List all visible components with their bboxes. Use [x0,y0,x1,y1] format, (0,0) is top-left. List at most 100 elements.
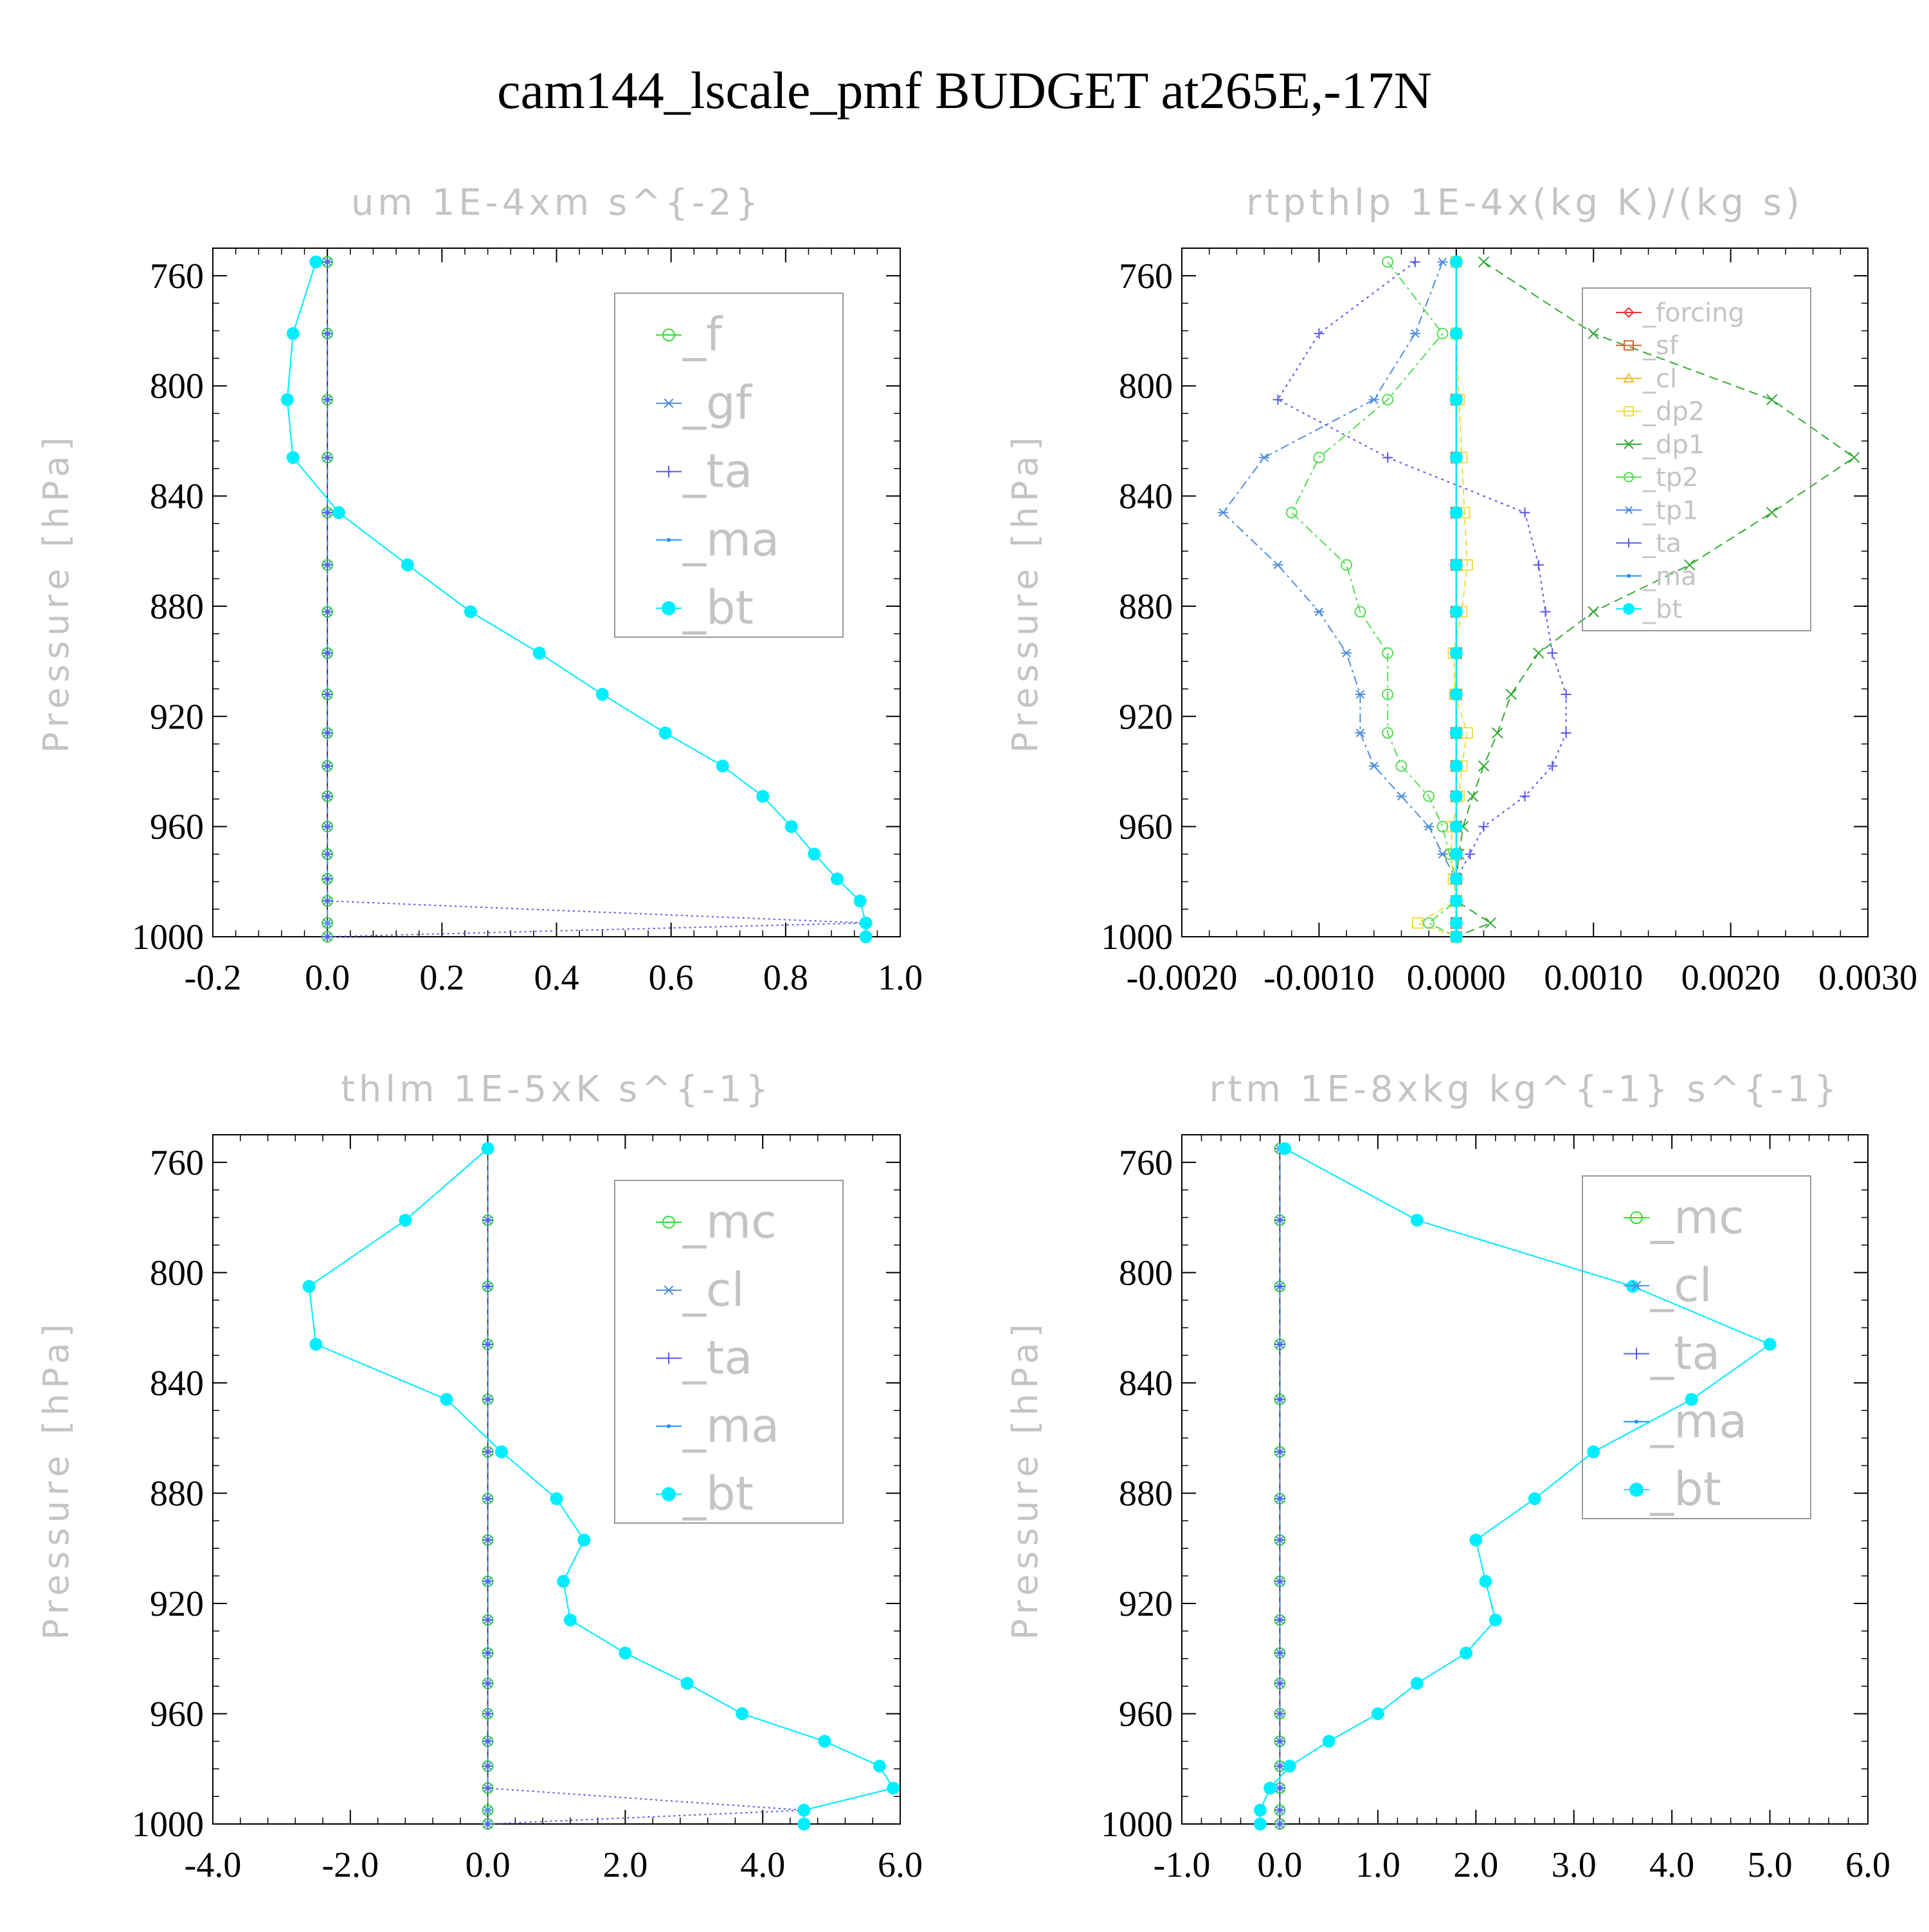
legend-box [1582,1175,1811,1519]
panel-title: rtm 1E-8xkg kg^{-1} s^{-1} [1209,1069,1840,1110]
legend-label: _bt [1642,595,1682,624]
y-axis-label: Pressure [hPa] [36,432,77,753]
legend-item-ta: _ta [656,1331,752,1385]
x-tick-label: 2.0 [602,1845,648,1885]
x-tick-label: -0.0010 [1263,958,1375,998]
legend-label: _bt [1650,1462,1721,1516]
x-tick-label: 0.0020 [1681,958,1780,998]
legend-item-ma: _ma [656,1398,779,1452]
legend-label: _ta [1642,529,1681,559]
x-tick-label: -4.0 [185,1845,242,1885]
y-tick-label: 960 [1119,1694,1173,1734]
legend-item-ta: _ta [1624,1326,1720,1380]
y-tick-label: 760 [150,1143,204,1183]
plot-frame [212,1134,901,1825]
legend-item-tp1: _tp1 [1616,496,1699,525]
y-tick-label: 920 [1119,697,1173,737]
legend-label: _ma [682,512,779,566]
legend-item-cl: _cl [1624,1258,1712,1312]
x-tick-label: 0.0030 [1818,958,1917,998]
x-tick-label: 0.6 [649,958,694,998]
y-tick-label: 800 [150,366,204,406]
legend-label: _cl [682,1263,745,1317]
y-tick-label: 880 [1119,587,1173,627]
x-tick-label: -1.0 [1154,1845,1211,1885]
legend-label: _ma [682,1398,779,1452]
legend-label: _bt [682,1467,754,1521]
x-tick-label: 0.0000 [1407,958,1506,998]
y-tick-label: 1000 [132,917,204,957]
panel-1: um 1E-4xm s^{-2} Pressure [hPa] 760 800 840 8… [36,182,923,998]
legend-label: _tp1 [1642,496,1699,525]
legend-item-dp1: _dp1 [1616,430,1705,460]
legend-label: _dp1 [1642,430,1705,460]
legend-item-forcing: _forcing [1616,298,1744,328]
x-tick-label: 6.0 [1845,1845,1890,1885]
legend-label: _cl [1642,364,1677,393]
x-tick-label: 3.0 [1552,1845,1597,1885]
y-axis-label: Pressure [hPa] [36,1319,77,1639]
legend-label: _tp2 [1642,463,1699,492]
legend-label: _ma [1642,562,1696,591]
series-line [327,262,866,937]
legend-label: _ta [1650,1326,1720,1380]
x-tick-label: -0.0020 [1127,958,1238,998]
legend-label: _sf [1642,331,1679,361]
legend-box [614,1180,844,1524]
panel-2: rtpthlp 1E-4x(kg K)/(kg s) Pressure [hPa]… [1005,182,1917,998]
y-axis-label: Pressure [hPa] [1005,432,1046,753]
panel-3: thlm 1E-5xK s^{-1} Pressure [hPa] 760 800 84… [36,1069,923,1885]
x-tick-label: 0.4 [534,958,579,998]
series-bt [1449,255,1463,943]
legend-label: _ta [682,1331,752,1385]
legend-label: _ma [1650,1394,1747,1448]
legend-item-bt: _bt [656,1467,754,1521]
series-line [487,1148,804,1825]
legend-item-gf: _gf [656,375,753,429]
y-tick-label: 1000 [132,1805,204,1845]
legend-item-f: _f [656,307,723,361]
series-line [1416,262,1468,937]
y-tick-label: 800 [150,1253,204,1293]
y-tick-label: 920 [1119,1584,1173,1624]
legend-box [1582,287,1811,631]
legend-label: _gf [682,375,753,429]
y-tick-label: 760 [150,257,204,296]
y-tick-label: 840 [1119,1364,1173,1404]
plot-frame [1181,248,1869,937]
y-tick-label: 880 [150,1474,204,1513]
x-tick-label: 4.0 [1649,1845,1694,1885]
x-tick-label: 4.0 [740,1845,785,1885]
legend-label: _cl [1650,1258,1712,1312]
series-bt [280,255,873,943]
legend-item-bt: _bt [656,581,754,635]
legend: _mc _cl _ta _ma _bt [1582,1175,1811,1519]
legend-item-ma: _ma [1616,562,1696,591]
y-tick-label: 1000 [1101,917,1173,957]
y-tick-label: 800 [1119,366,1173,406]
legend-item-mc: _mc [1624,1190,1744,1244]
plot-frame [1181,1134,1869,1825]
y-tick-label: 960 [150,1694,204,1734]
legend-label: _bt [682,581,754,635]
panel-4: rtm 1E-8xkg kg^{-1} s^{-1} Pressure [hPa]… [1005,1069,1890,1885]
legend-item-ma: _ma [1624,1394,1747,1448]
legend-label: _f [682,307,723,361]
legend: _forcing_sf _cl _dp2_dp1 _tp2 _tp1 _ta _ma _bt [1582,287,1811,631]
x-tick-label: 1.0 [1355,1845,1400,1885]
y-tick-label: 920 [150,697,204,737]
panel-title: rtpthlp 1E-4x(kg K)/(kg s) [1246,182,1804,224]
legend-label: _ta [682,444,752,498]
figure-title: cam144_lscale_pmf BUDGET at265E,-17N [497,61,1432,120]
y-axis-label: Pressure [hPa] [1005,1319,1046,1639]
legend-item-ta: _ta [1616,529,1681,559]
y-tick-label: 960 [150,808,204,847]
legend-item-sf: _sf [1616,331,1679,361]
legend-item-cl: _cl [656,1263,745,1317]
legend: _mc _cl _ta _ma _bt [614,1180,844,1524]
y-tick-label: 960 [1119,808,1173,847]
x-tick-label: 1.0 [878,958,923,998]
y-tick-label: 920 [150,1584,204,1624]
y-tick-label: 880 [150,587,204,627]
